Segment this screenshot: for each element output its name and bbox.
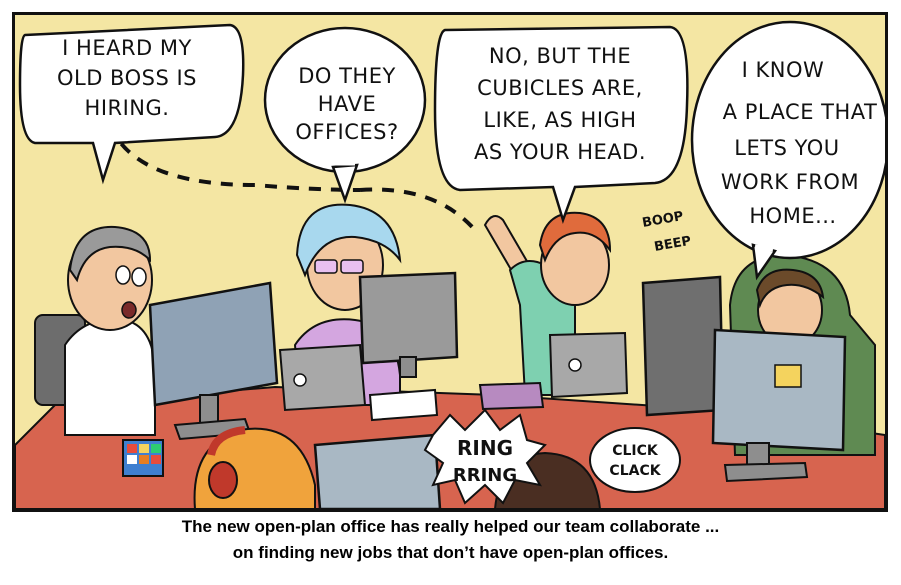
bubble-4-line-5: HOME... [749, 204, 836, 228]
bubble-3-line-4: AS YOUR HEAD. [474, 140, 646, 164]
sfx-click-clack-burst: CLICK CLACK [589, 427, 681, 493]
sfx-beep: BEEP [653, 234, 692, 255]
speech-bubble-2: DO THEY HAVE OFFICES? [263, 26, 427, 204]
comic-panel: I HEARD MY OLD BOSS IS HIRING. DO THEY H… [12, 12, 888, 512]
bubble-4-line-4: WORK FROM [721, 170, 859, 194]
sfx-boop: BOOP [641, 209, 685, 231]
bubble-1-line-1: I HEARD MY [62, 36, 192, 60]
speech-bubble-3: NO, BUT THE CUBICLES ARE, LIKE, AS HIGH … [433, 25, 689, 224]
caption-line-2: on finding new jobs that don’t have open… [232, 543, 669, 562]
comic-caption: The new open-plan office has really help… [0, 514, 901, 566]
laptop-center-right [478, 331, 629, 411]
rubiks-cube [122, 439, 164, 477]
sfx-clack: CLACK [609, 463, 661, 479]
bubble-3-line-3: LIKE, AS HIGH [483, 108, 636, 132]
bubble-1-line-3: HIRING. [85, 96, 170, 120]
bubble-2-line-2: HAVE [318, 92, 376, 116]
character-man-left [34, 225, 156, 436]
caption-line-1: The new open-plan office has really help… [181, 517, 720, 536]
sfx-rring: RRING [453, 465, 517, 486]
speech-bubble-4: I KNOW A PLACE THAT LETS YOU WORK FROM H… [690, 20, 885, 281]
bubble-2-line-3: OFFICES? [295, 120, 398, 144]
bubble-2-line-1: DO THEY [298, 64, 396, 88]
monitor-left [148, 281, 279, 441]
sfx-ring-burst: RING RRING [423, 408, 547, 505]
speech-bubble-1: I HEARD MY OLD BOSS IS HIRING. [18, 23, 245, 185]
sfx-ring: RING [457, 436, 513, 460]
comic-artwork: I HEARD MY OLD BOSS IS HIRING. DO THEY H… [15, 15, 885, 509]
bubble-4-line-2: A PLACE THAT [723, 100, 878, 124]
bubble-3-line-2: CUBICLES ARE, [477, 76, 643, 100]
bubble-1-line-2: OLD BOSS IS [57, 66, 197, 90]
sfx-click: CLICK [612, 443, 659, 459]
monitor-center [278, 271, 459, 422]
bubble-4-line-1: I KNOW [742, 58, 825, 82]
foreground-monitor [313, 433, 442, 509]
conversation-arc [108, 124, 361, 192]
character-headphones-foreground [193, 426, 316, 509]
bubble-3-line-1: NO, BUT THE [489, 44, 631, 68]
bubble-4-line-3: LETS YOU [734, 136, 839, 160]
monitor-right [641, 275, 847, 483]
